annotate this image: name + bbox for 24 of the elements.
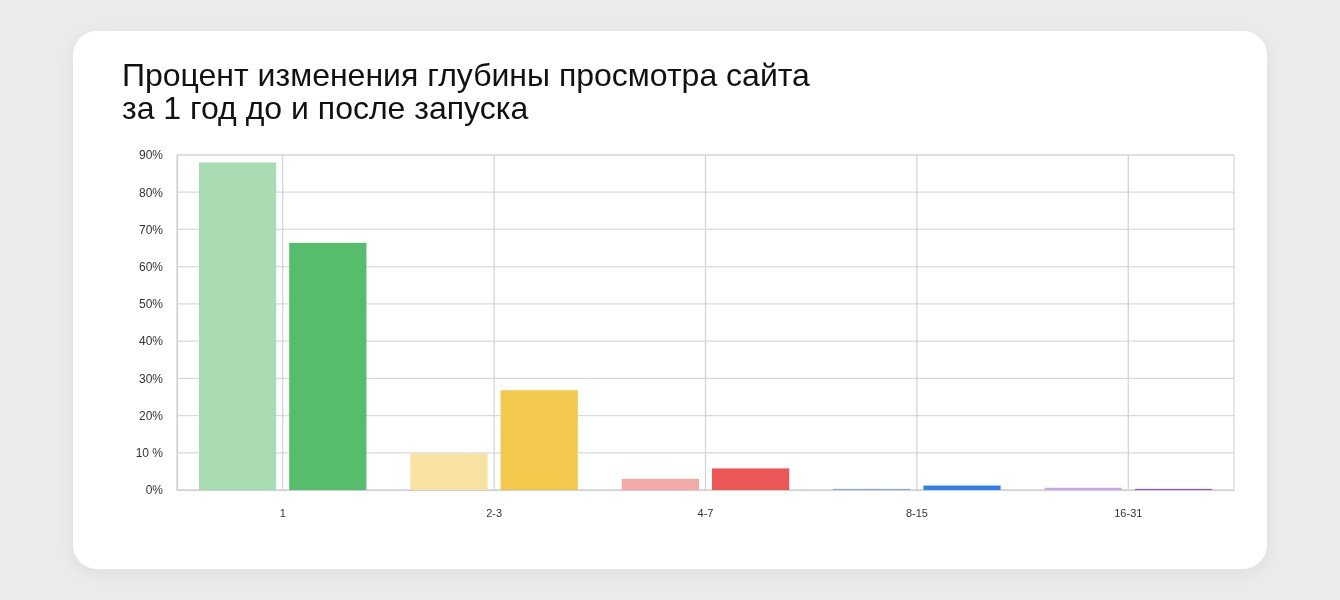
bar <box>621 478 700 490</box>
y-tick-label: 0% <box>145 483 164 498</box>
bar <box>198 162 277 490</box>
x-tick-label: 4-7 <box>697 506 714 519</box>
bar <box>289 242 367 490</box>
chart-title: Процент изменения глубины просмотра сайта за 1 год до и после запуска <box>122 57 811 126</box>
y-tick-label: 70% <box>138 222 164 237</box>
y-tick-label: 80% <box>138 185 164 200</box>
bar <box>712 468 790 490</box>
x-tick-label: 16-31 <box>1114 506 1143 519</box>
bar <box>500 390 578 490</box>
x-tick-label: 1 <box>279 506 286 519</box>
y-tick-label: 20% <box>138 408 164 423</box>
bar <box>1044 487 1122 490</box>
bar <box>410 453 488 490</box>
y-tick-label: 10 % <box>135 446 164 461</box>
y-tick-label: 30% <box>138 371 164 386</box>
y-tick-label: 60% <box>138 260 164 275</box>
y-tick-label: 50% <box>138 297 164 312</box>
x-tick-label: 8-15 <box>905 506 928 519</box>
bar <box>923 485 1001 490</box>
x-tick-label: 2-3 <box>486 506 503 519</box>
y-tick-label: 40% <box>138 334 164 349</box>
y-tick-label: 90% <box>138 148 164 163</box>
